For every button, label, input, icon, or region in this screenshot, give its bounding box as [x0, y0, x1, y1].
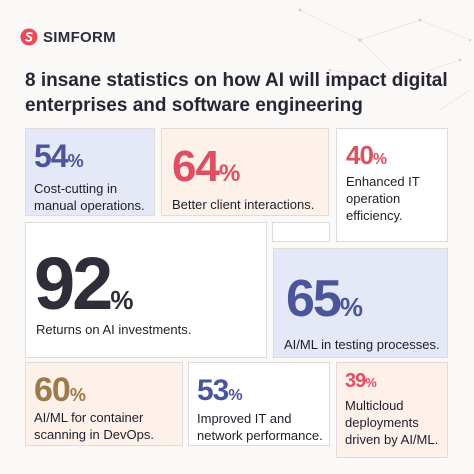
stat-value: 53% — [197, 374, 243, 407]
stat-value: 54% — [34, 138, 84, 174]
stat-value: 60% — [34, 371, 86, 409]
simform-logo: SIMFORM — [20, 26, 116, 48]
stat-value: 39% — [345, 370, 377, 392]
stat-card-cost-cutting: 54% Cost-cutting in manual operations. — [25, 128, 155, 216]
stat-value: 40% — [346, 140, 388, 170]
stat-card-multicloud: 39% Multicloud deployments driven by AI/… — [336, 362, 448, 458]
stat-value: 92% — [34, 242, 134, 325]
stat-label: Cost-cutting in manual operations. — [34, 181, 145, 213]
stat-label: Multicloud deployments driven by AI/ML. — [345, 398, 439, 447]
stat-label: Enhanced IT operation efficiency. — [346, 174, 420, 223]
stat-label: AI/ML for container scanning in DevOps. — [34, 410, 154, 442]
stat-label: Improved IT and network performance. — [197, 411, 323, 443]
simform-logo-icon — [20, 28, 38, 46]
brand-name: SIMFORM — [43, 28, 116, 46]
stat-label: Better client interactions. — [172, 197, 315, 212]
stat-card-it-efficiency: 40% Enhanced IT operation efficiency. — [336, 128, 448, 242]
headline: 8 insane statistics on how AI will impac… — [25, 70, 448, 116]
stat-card-testing: 65% AI/ML in testing processes. — [273, 248, 448, 358]
stat-card-client-interactions: 64% Better client interactions. — [161, 128, 329, 216]
decorative-blank-card — [272, 222, 330, 242]
stat-label: AI/ML in testing processes. — [284, 337, 440, 352]
stat-card-network-performance: 53% Improved IT and network performance. — [188, 362, 330, 446]
stat-label: Returns on AI investments. — [36, 322, 192, 337]
stat-value: 65% — [286, 270, 363, 328]
stat-card-container-scanning: 60% AI/ML for container scanning in DevO… — [25, 362, 183, 446]
stat-value: 64% — [172, 142, 241, 191]
stat-card-ai-returns: 92% Returns on AI investments. — [25, 222, 267, 358]
